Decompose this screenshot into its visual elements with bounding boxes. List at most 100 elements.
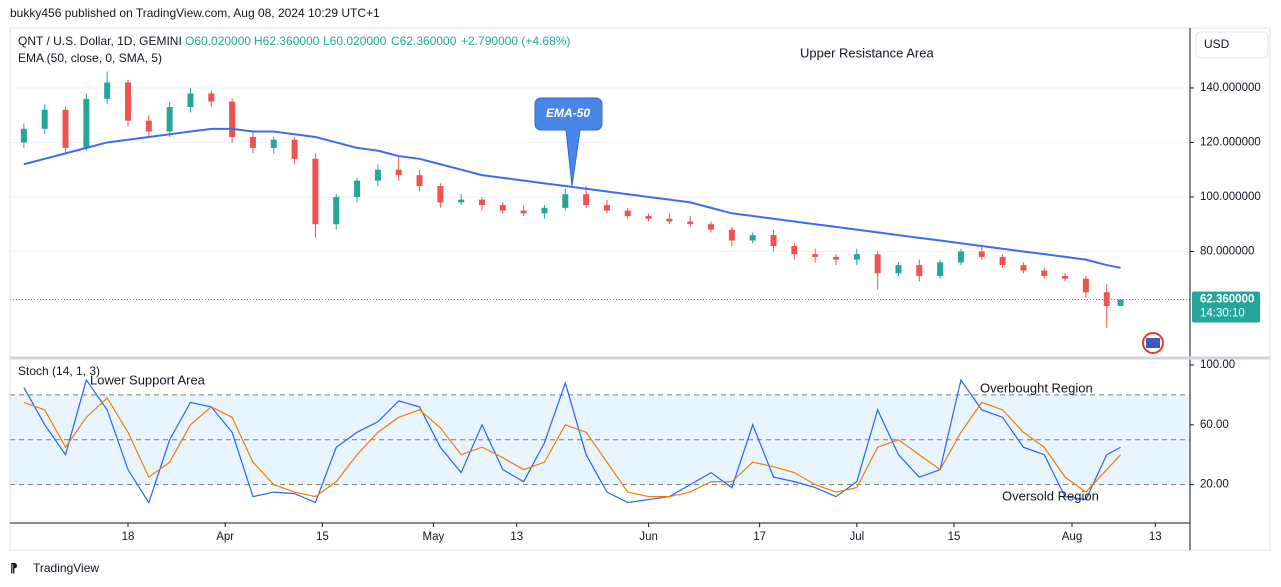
x-tick-label: 15 [948, 531, 961, 543]
candle-body [437, 186, 444, 203]
y-tick-label: 120.000000 [1200, 136, 1261, 148]
candle-body [416, 175, 423, 187]
candle-body [145, 120, 152, 132]
candle-body [41, 109, 48, 129]
candle-body [937, 262, 944, 276]
indicator-label: EMA (50, close, 0, SMA, 5) [18, 51, 162, 65]
candle-body [499, 205, 506, 211]
candle-body [541, 207, 548, 214]
candle-body [916, 265, 923, 276]
x-tick-label: 15 [316, 531, 329, 543]
header: bukky456 published on TradingView.com, A… [10, 6, 380, 20]
candle-body [645, 216, 652, 219]
candle-body [999, 256, 1006, 266]
candle-body [874, 254, 881, 274]
candle-body [333, 196, 340, 225]
y-tick-label: 80.000000 [1200, 245, 1254, 257]
candle-body [291, 139, 298, 159]
y-tick-label: 20.00 [1200, 479, 1229, 491]
x-tick-label: 13 [510, 531, 523, 543]
x-tick-label: Jul [849, 531, 864, 543]
annotation: Upper Resistance Area [800, 45, 934, 60]
event-flag-icon [1146, 338, 1160, 348]
candle-body [812, 254, 819, 257]
price-tag-label: 62.360000 [1200, 294, 1254, 306]
y-tick-label: 100.00 [1200, 359, 1235, 371]
annotation: Oversold Region [1002, 488, 1099, 503]
candle-body [20, 128, 27, 143]
candle-body [1041, 270, 1048, 276]
x-tick-label: 13 [1149, 531, 1162, 543]
candle-body [957, 251, 964, 263]
candle-body [479, 199, 485, 206]
candle-body [104, 82, 111, 99]
plot-layer [10, 71, 1190, 504]
candle-body [666, 218, 673, 222]
candle-body [458, 199, 465, 203]
candle-body [312, 158, 319, 225]
candle-body [83, 98, 90, 148]
line-series [23, 378, 1121, 504]
candle-body [1103, 292, 1110, 306]
frame [9, 27, 1271, 551]
candle-body [1020, 265, 1027, 271]
y-tick-label: 140.000000 [1200, 82, 1261, 94]
candle-body [229, 101, 236, 137]
candle-body [728, 229, 735, 241]
currency-box[interactable] [1195, 31, 1269, 59]
x-tick-label: Jun [639, 531, 658, 543]
candle-body [895, 265, 902, 274]
candle-body [374, 169, 381, 181]
y-tick-label: 60.00 [1200, 419, 1229, 431]
candle-body [708, 224, 715, 230]
candle-body [562, 194, 569, 208]
price-tag [1192, 291, 1260, 323]
symbol-title: QNT / U.S. Dollar, 1D, GEMINI [18, 34, 182, 48]
candle-body [1117, 299, 1124, 306]
x-tick-label: 17 [753, 531, 766, 543]
candle-body [833, 256, 839, 260]
candle-body [125, 82, 131, 121]
candle-body [583, 194, 590, 206]
candle-body [1082, 278, 1089, 293]
candle-body [624, 210, 631, 217]
x-tick-label: Apr [216, 531, 234, 543]
candle-body [62, 109, 69, 148]
currency: USD [1204, 37, 1230, 51]
ohlc-open: O60.020000 [185, 34, 251, 48]
candle-body [687, 221, 694, 225]
candle-body [187, 93, 194, 108]
candle-body [770, 235, 777, 246]
callout-text: EMA-50 [546, 106, 590, 120]
candle-body [853, 254, 860, 260]
candle-body [208, 93, 215, 102]
annotation: Lower Support Area [90, 372, 206, 387]
candle-body [395, 169, 402, 176]
x-tick-label: May [423, 531, 445, 543]
x-tick-label: Aug [1062, 531, 1082, 543]
candle-body [354, 180, 361, 197]
ohlc-close: C62.360000 [391, 34, 457, 48]
x-tick-label: 18 [122, 531, 135, 543]
candle-body [749, 235, 756, 241]
logo-mark: ⁋ [10, 561, 18, 575]
callout [534, 97, 603, 187]
candle-body [791, 246, 798, 255]
candle-body [1062, 275, 1069, 279]
ohlc-high: H62.360000 [254, 34, 320, 48]
candle-body [520, 210, 527, 214]
line-series [23, 396, 1122, 498]
ohlc-low: L60.020000 [323, 34, 387, 48]
ohlc-change: +2.790000 (+4.68%) [461, 34, 570, 48]
stoch-title: Stoch (14, 1, 3) [18, 364, 100, 378]
candle-body [249, 137, 256, 148]
candle-body [603, 205, 610, 211]
candle-body [270, 139, 277, 148]
line-series [23, 127, 1121, 269]
countdown: 14:30:10 [1200, 308, 1245, 320]
y-tick-label: 100.000000 [1200, 191, 1261, 203]
candle-body [978, 251, 985, 257]
annotation: Overbought Region [980, 380, 1093, 395]
